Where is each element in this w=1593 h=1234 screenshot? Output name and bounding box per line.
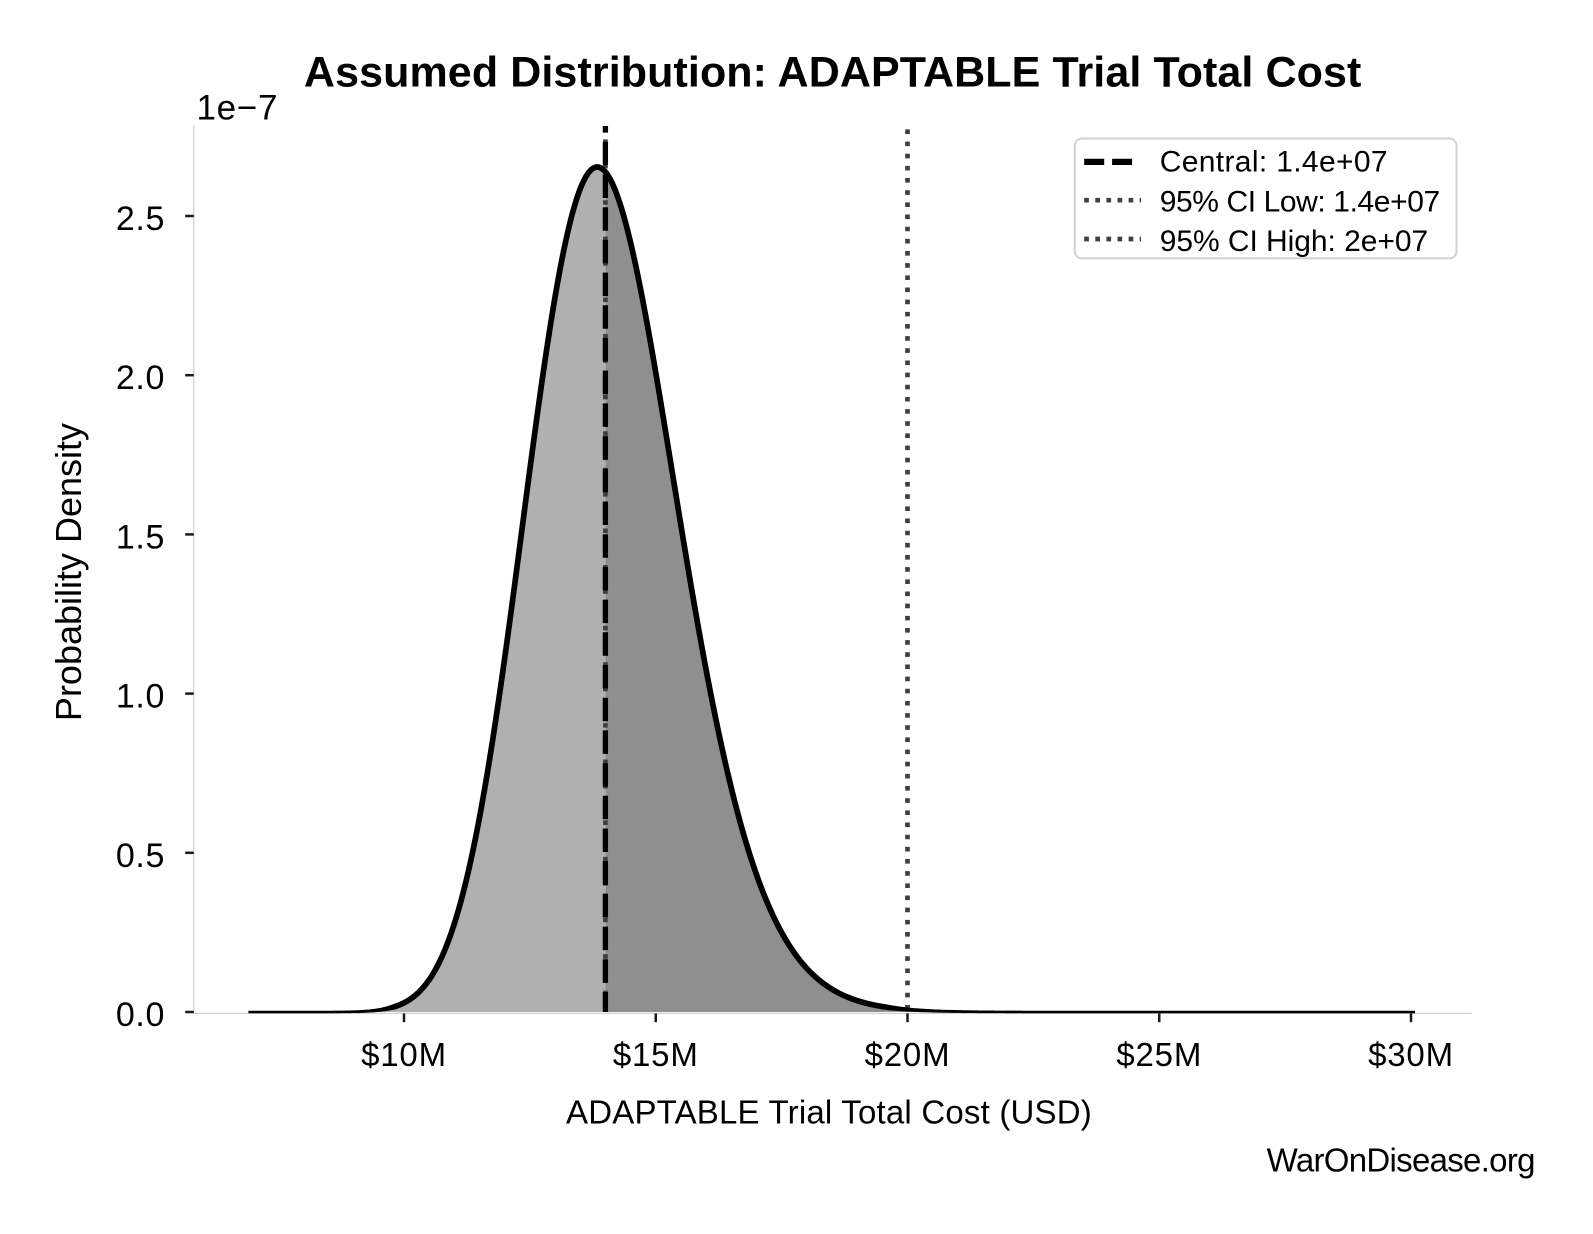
svg-text:95% CI High: 2e+07: 95% CI High: 2e+07 <box>1160 225 1428 258</box>
svg-text:0.0: 0.0 <box>116 996 165 1034</box>
svg-text:95% CI Low: 1.4e+07: 95% CI Low: 1.4e+07 <box>1160 185 1440 218</box>
svg-text:Central: 1.4e+07: Central: 1.4e+07 <box>1160 146 1388 179</box>
svg-text:WarOnDisease.org: WarOnDisease.org <box>1267 1142 1535 1179</box>
svg-text:ADAPTABLE Trial Total Cost (US: ADAPTABLE Trial Total Cost (USD) <box>566 1094 1092 1131</box>
svg-text:$30M: $30M <box>1368 1036 1454 1073</box>
svg-text:$20M: $20M <box>865 1036 951 1073</box>
svg-text:2.5: 2.5 <box>116 200 165 238</box>
svg-text:1.0: 1.0 <box>116 678 165 716</box>
svg-text:1.5: 1.5 <box>116 518 165 556</box>
svg-text:0.5: 0.5 <box>116 837 165 875</box>
svg-text:1e−7: 1e−7 <box>197 88 279 127</box>
svg-text:2.0: 2.0 <box>116 359 165 397</box>
svg-text:Probability Density: Probability Density <box>48 423 89 721</box>
svg-text:$15M: $15M <box>613 1036 699 1073</box>
svg-text:Assumed Distribution: ADAPTABL: Assumed Distribution: ADAPTABLE Trial To… <box>304 49 1362 97</box>
svg-text:$25M: $25M <box>1116 1036 1202 1073</box>
svg-text:$10M: $10M <box>361 1036 447 1073</box>
